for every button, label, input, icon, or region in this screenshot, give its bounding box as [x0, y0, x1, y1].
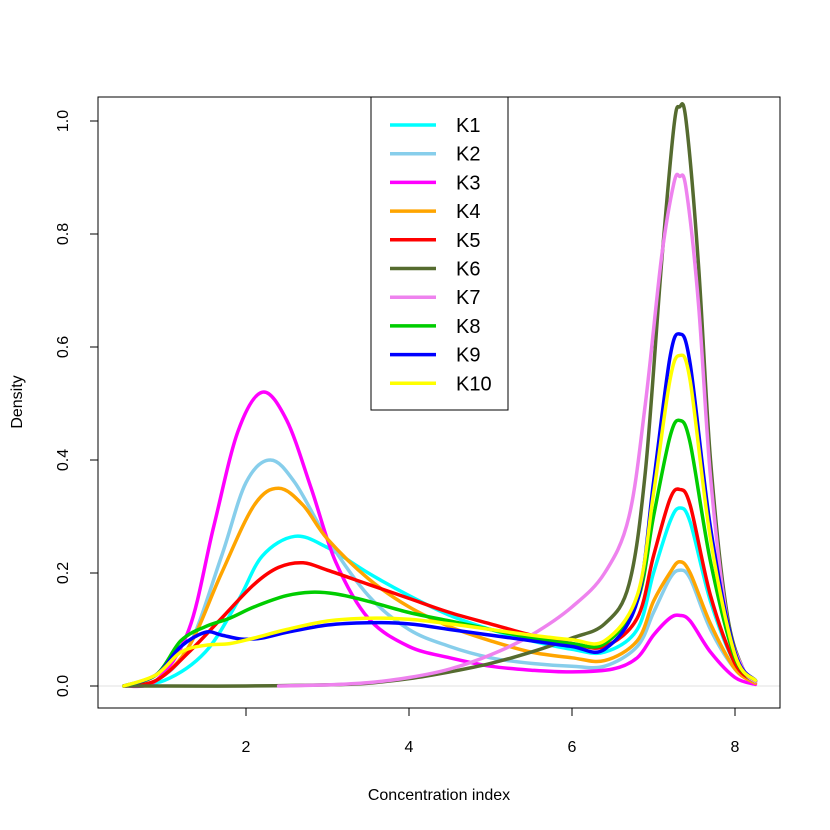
series-line-k5	[122, 487, 758, 688]
y-tick-label: 0.2	[55, 562, 72, 584]
legend-label-k6: K6	[456, 259, 480, 281]
legend-label-k1: K1	[456, 115, 480, 137]
series-line-k10	[122, 353, 758, 688]
x-axis: 2 4 6 8	[242, 707, 740, 756]
legend-label-k4: K4	[456, 201, 480, 223]
legend-label-k7: K7	[456, 287, 480, 309]
x-tick-label: 8	[731, 739, 740, 756]
x-tick-label: 6	[568, 739, 577, 756]
x-tick-label: 4	[405, 739, 414, 756]
legend-label-k3: K3	[456, 172, 480, 194]
series-line-k3	[122, 390, 758, 689]
y-axis: 0.0 0.2 0.4 0.6 0.8 1.0	[55, 110, 99, 697]
y-axis-title: Density	[9, 375, 26, 428]
y-tick-label: 0.4	[55, 449, 72, 471]
y-tick-label: 1.0	[55, 110, 72, 132]
legend-label-k10: K10	[456, 373, 492, 395]
legend-label-k9: K9	[456, 345, 480, 367]
legend-box	[370, 96, 509, 411]
x-tick-label: 2	[242, 739, 251, 756]
legend-entries: K1 K2 K3 K4 K5 K6 K7 K8 K9 K10	[390, 115, 492, 395]
legend-label-k2: K2	[456, 144, 480, 166]
series-line-k7	[276, 172, 758, 688]
legend-label-k8: K8	[456, 316, 480, 338]
x-axis-title: Concentration index	[368, 787, 510, 804]
series-line-k4	[122, 486, 758, 688]
series-line-k9	[122, 332, 758, 688]
series-line-k2	[122, 458, 758, 688]
y-tick-label: 0.8	[55, 223, 72, 245]
legend-label-k5: K5	[456, 230, 480, 252]
y-tick-label: 0.6	[55, 336, 72, 358]
series-layer	[122, 102, 758, 689]
legend: K1 K2 K3 K4 K5 K6 K7 K8 K9 K10	[370, 96, 509, 411]
y-tick-label: 0.0	[55, 675, 72, 697]
